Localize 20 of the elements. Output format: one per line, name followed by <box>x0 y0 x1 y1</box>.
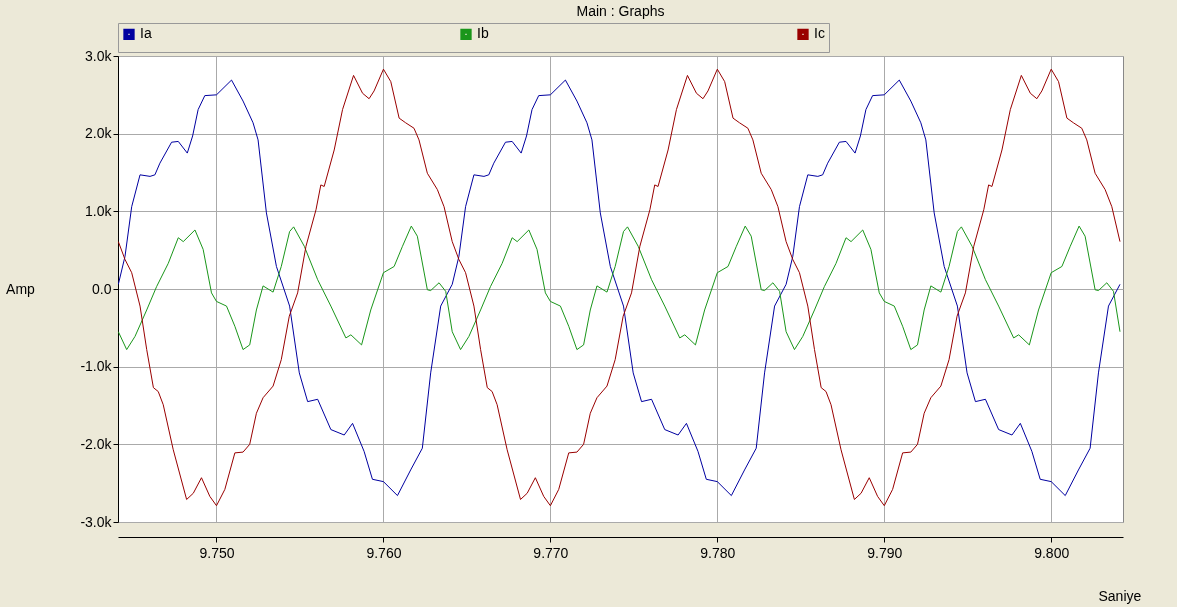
x-tick-label: 9.790 <box>867 544 903 561</box>
line-series <box>118 225 1121 351</box>
x-tick-label: 9.800 <box>1034 544 1070 561</box>
y-tick-label: -2.0k <box>80 435 113 452</box>
y-tick-label: -3.0k <box>80 513 113 530</box>
x-axis-title: Saniye <box>1098 587 1142 604</box>
y-tick-label: 0.0 <box>92 280 112 297</box>
x-tick-label: 9.760 <box>366 544 402 561</box>
legend-label: Ib <box>477 25 489 42</box>
x-tick-label: 9.750 <box>199 544 235 561</box>
legend-label: Ic <box>814 25 825 42</box>
legend-label: Ia <box>140 25 152 42</box>
y-tick-label: -1.0k <box>80 358 113 375</box>
chart-title: Main : Graphs <box>576 2 665 19</box>
y-tick-label: 2.0k <box>85 125 113 142</box>
x-tick-label: 9.780 <box>700 544 736 561</box>
y-axis-title: Amp <box>6 280 36 297</box>
y-tick-label: 3.0k <box>85 47 113 64</box>
y-tick-label: 1.0k <box>85 202 113 219</box>
x-tick-label: 9.770 <box>533 544 569 561</box>
